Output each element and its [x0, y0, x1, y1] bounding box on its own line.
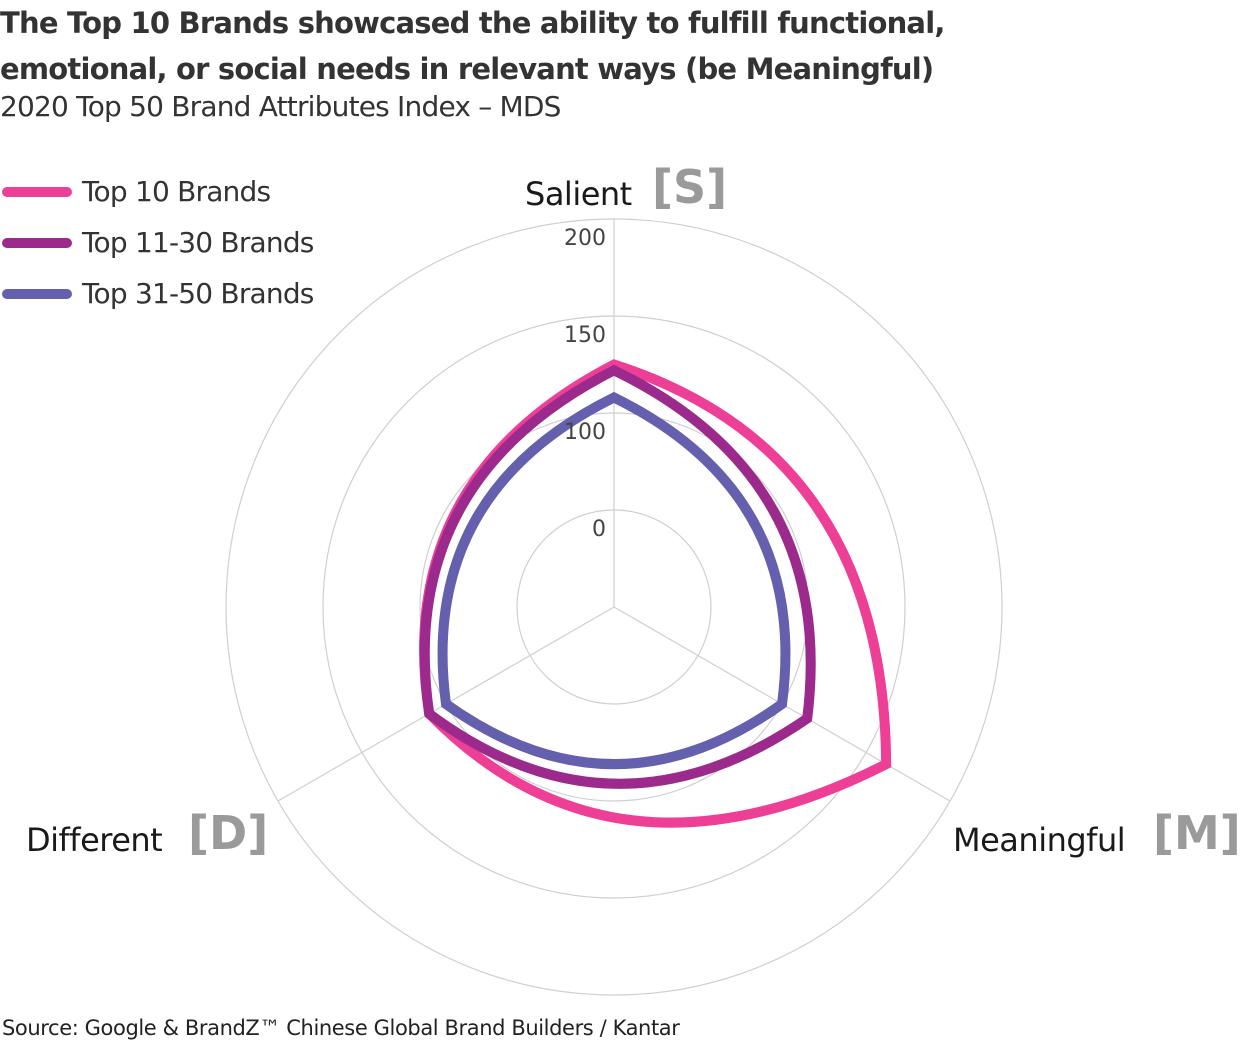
axis-label-different: Different [26, 821, 162, 859]
series-3-shape [437, 391, 791, 770]
legend-item-top31-50: Top 31-50 Brands [2, 268, 314, 319]
legend-swatch [2, 288, 72, 299]
chart-subtitle: 2020 Top 50 Brand Attributes Index – MDS [0, 90, 561, 123]
legend-item-top10: Top 10 Brands [2, 166, 314, 217]
ring-tick-label: 200 [564, 226, 606, 251]
source-note: Source: Google & BrandZ™ Chinese Global … [2, 1016, 680, 1040]
ring-tick-label: 0 [592, 517, 606, 542]
axis-badge-different: [D] [188, 806, 268, 860]
series-2-shape [419, 364, 816, 789]
axis-badge-meaningful: [M] [1153, 806, 1241, 860]
legend-swatch [2, 237, 72, 248]
ring-tick-label: 100 [564, 420, 606, 445]
legend-label: Top 10 Brands [82, 175, 271, 208]
legend-label: Top 11-30 Brands [82, 226, 314, 259]
legend-swatch [2, 186, 72, 197]
ring-tick-labels: 200 150 100 0 [564, 226, 606, 542]
legend: Top 10 Brands Top 11-30 Brands Top 31-50… [2, 166, 314, 319]
axis-badge-salient: [S] [652, 160, 727, 214]
axis-label-salient: Salient [525, 175, 632, 213]
radar-series [419, 359, 892, 828]
axis-label-meaningful: Meaningful [953, 821, 1125, 859]
chart-title: The Top 10 Brands showcased the ability … [0, 6, 945, 86]
legend-label: Top 31-50 Brands [82, 277, 314, 310]
ring-tick-label: 150 [564, 323, 606, 348]
legend-item-top11-30: Top 11-30 Brands [2, 217, 314, 268]
radar-grid [225, 218, 1003, 996]
